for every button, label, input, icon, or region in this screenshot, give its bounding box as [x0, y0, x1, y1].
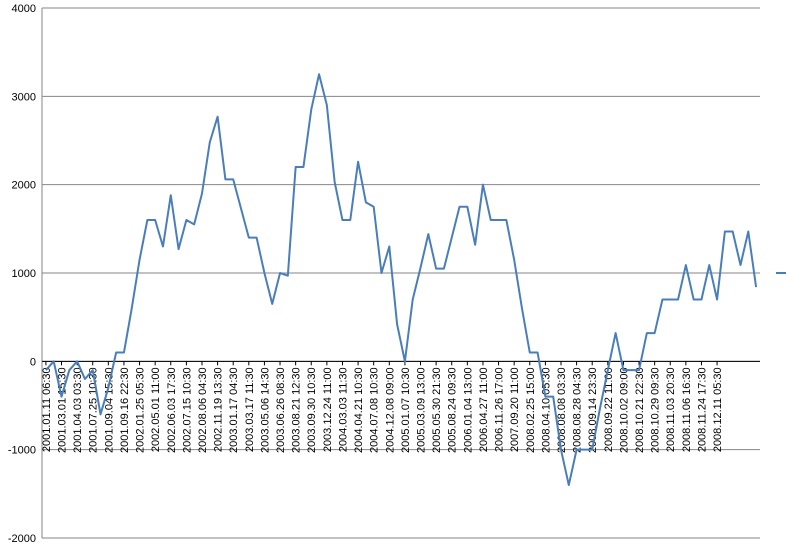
x-tick-label: 2001.04.03 03:30	[72, 367, 84, 453]
x-tick-label: 2008.11.24 17:30	[696, 367, 708, 452]
y-tick-label: 4000	[12, 3, 36, 15]
x-tick-label: 2007.09.20 11:00	[509, 367, 521, 452]
x-tick-label: 2006.11.26 17:00	[494, 367, 506, 452]
x-tick-label: 2005.05.30 21:30	[431, 367, 443, 453]
x-tick-label: 2008.10.21 22:30	[634, 367, 646, 453]
x-tick-label: 2002.06.03 17:30	[166, 367, 178, 453]
x-tick-label: 2003.03.17 11:30	[244, 367, 256, 452]
x-tick-label: 2006.01.04 13:00	[462, 367, 474, 453]
x-tick-label: 2003.12.24 11:00	[322, 367, 334, 452]
y-tick-label: 0	[30, 356, 36, 368]
y-tick-label: -2000	[8, 533, 36, 545]
y-tick-label: 3000	[12, 91, 36, 103]
series-line	[45, 73, 758, 486]
x-tick-label: 2005.08.24 09:30	[447, 367, 459, 453]
x-tick-label: 2008.10.02 09:00	[618, 367, 630, 453]
x-tick-label: 2008.10.29 09:30	[650, 367, 662, 453]
x-tick-label: 2004.07.08 10:30	[369, 367, 381, 453]
x-tick-label: 2004.04.21 10:30	[353, 367, 365, 453]
x-tick-label: 2002.08.06 04:30	[197, 367, 209, 453]
y-tick-label: -1000	[8, 445, 36, 457]
x-tick-label: 2008.02.25 15:00	[525, 367, 537, 453]
x-tick-label: 2002.05.01 11:00	[150, 367, 162, 452]
y-tick-label: 1000	[12, 268, 36, 280]
x-tick-label: 2008.08.08 03:30	[556, 367, 568, 453]
x-tick-label: 2008.11.06 16:30	[681, 367, 693, 452]
x-tick-label: 2001.01.11 06:30	[41, 367, 53, 452]
x-tick-label: 2003.08.21 12:30	[291, 367, 303, 453]
x-tick-label: 2003.06.26 08:30	[275, 367, 287, 453]
x-tick-label: 2002.01.25 05:30	[135, 367, 147, 453]
x-tick-label: 2008.12.11 05:30	[712, 367, 724, 452]
x-tick-label: 2003.09.30 10:30	[306, 367, 318, 453]
x-tick-label: 2008.11.03 20:30	[665, 367, 677, 452]
x-tick-label: 2008.08.28 04:30	[572, 367, 584, 453]
x-tick-label: 2002.11.19 13:30	[213, 367, 225, 452]
y-tick-label: 2000	[12, 180, 36, 192]
x-tick-label: 2003.05.06 14:30	[259, 367, 271, 453]
x-tick-label: 2001.09.04 15:30	[103, 367, 115, 453]
x-tick-label: 2004.03.03 11:30	[337, 367, 349, 452]
x-tick-label: 2006.04.27 11:00	[478, 367, 490, 452]
x-tick-label: 2008.09.22 11:00	[603, 367, 615, 452]
x-tick-label: 2005.03.09 13:00	[416, 367, 428, 453]
x-tick-label: 2004.12.08 09:00	[384, 367, 396, 453]
x-tick-label: 2003.01.17 04:30	[228, 367, 240, 453]
x-tick-label: 2001.09.16 22:30	[119, 367, 131, 453]
x-tick-label: 2005.01.07 10:30	[400, 367, 412, 453]
x-tick-label: 2002.07.15 10:30	[181, 367, 193, 453]
